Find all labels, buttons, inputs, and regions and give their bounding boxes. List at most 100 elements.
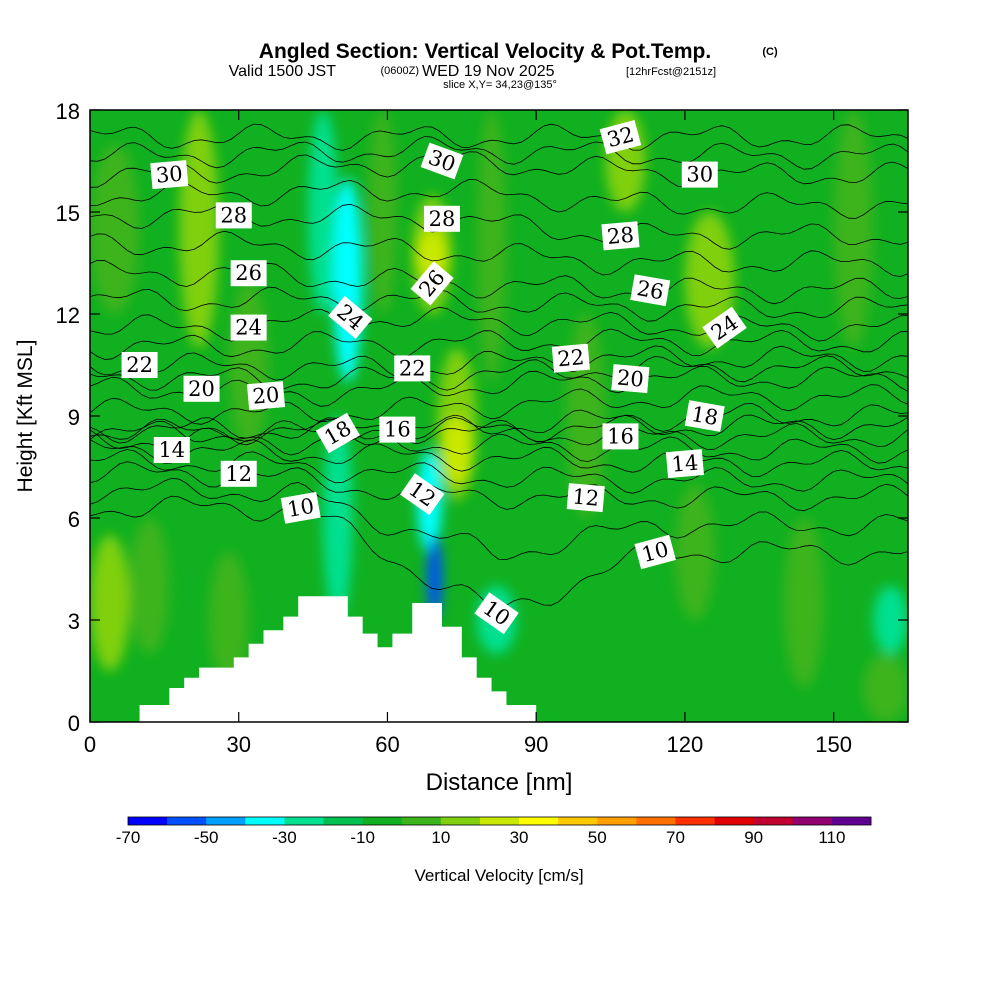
contour-label-box: [399, 473, 445, 516]
colorbar-swatch: [401, 817, 442, 825]
contour-label: 26: [630, 274, 671, 307]
velocity-region: [308, 110, 338, 314]
contour-label-box: [474, 592, 519, 635]
colorbar-swatch: [323, 817, 363, 825]
contour-label: 14: [665, 449, 704, 479]
contour-label: 26: [230, 260, 267, 287]
contour-label: 22: [394, 355, 431, 382]
velocity-region: [90, 144, 140, 314]
contour-label: 32: [599, 119, 642, 155]
contour-label-box: [702, 306, 747, 349]
colorbar-tick-label: 70: [666, 828, 685, 847]
contour-label: 18: [684, 400, 725, 432]
theta-contour-line: [90, 477, 908, 561]
velocity-region: [179, 110, 219, 348]
theta-contour-line: [90, 355, 908, 391]
colorbar-tick-label: 50: [588, 828, 607, 847]
contour-label-box: [602, 423, 639, 450]
contour-label-text: 28: [429, 207, 456, 231]
contour-label-text: 30: [686, 163, 713, 187]
contour-label: 20: [183, 375, 220, 402]
velocity-region: [833, 110, 874, 348]
slice-info: slice X,Y= 34,23@135°: [443, 79, 557, 91]
contour-label-text: 22: [126, 353, 153, 377]
colorbar-swatch: [167, 817, 207, 825]
contour-label-text: 12: [571, 484, 600, 510]
x-axis-label: Distance [nm]: [426, 769, 573, 796]
contour-label-box: [410, 261, 454, 306]
colorbar-tick-label: 90: [744, 828, 763, 847]
contour-label-text: 20: [616, 365, 645, 391]
y-tick-label: 12: [56, 303, 80, 328]
contour-label: 12: [220, 460, 257, 487]
colorbar-swatch: [636, 817, 676, 825]
colorbar-swatch: [519, 817, 559, 825]
colorbar-label: Vertical Velocity [cm/s]: [414, 866, 583, 885]
contour-label: 28: [423, 205, 460, 232]
velocity-region: [427, 535, 442, 620]
colorbar-swatch: [245, 817, 285, 825]
contour-label: 24: [230, 314, 267, 341]
contour-label-box: [420, 142, 464, 180]
contour-label-box: [230, 260, 267, 287]
colorbar-swatch: [128, 817, 168, 825]
velocity-region: [129, 518, 170, 654]
velocity-region: [784, 518, 824, 688]
contour-label-box: [328, 295, 373, 339]
contour-label-box: [551, 343, 590, 373]
theta-contour-line: [90, 384, 908, 425]
colorbar-swatch: [558, 817, 598, 825]
theta-contour-line: [90, 345, 908, 381]
theta-contour-line: [90, 136, 908, 170]
contour-label-box: [153, 437, 190, 463]
valid-time: Valid 1500 JST: [229, 63, 337, 80]
colorbar-tick-label: -10: [350, 828, 375, 847]
contour-label-text: 28: [606, 223, 635, 249]
x-axis-ticks: 0 30 60 90 120 150: [84, 110, 852, 757]
colorbar-swatch: [597, 817, 637, 825]
contour-label: 16: [379, 416, 416, 443]
velocity-region: [208, 552, 249, 688]
contour-label: 14: [153, 437, 190, 463]
contour-label-text: 10: [285, 494, 315, 522]
terrain: [90, 596, 908, 722]
contour-label-text: 16: [384, 418, 411, 442]
contour-label-box: [601, 221, 640, 251]
theta-contour-line: [90, 402, 908, 445]
contour-label-box: [230, 314, 267, 341]
contour-label-text: 22: [557, 345, 586, 371]
contour-label-box: [394, 355, 431, 382]
contour-label: 20: [246, 381, 286, 411]
y-tick-label: 0: [68, 711, 80, 736]
contour-label-text: 26: [635, 276, 665, 304]
contour-label-box: [681, 161, 718, 188]
colorbar-swatch: [753, 817, 794, 825]
contour-label: 22: [121, 352, 158, 378]
colorbar-swatch: [206, 817, 246, 825]
theta-contour-line: [90, 151, 908, 188]
y-tick-label: 3: [68, 609, 80, 634]
colorbar-tick-label: -50: [194, 828, 219, 847]
contour-label-box: [611, 364, 650, 394]
colorbar-frame: [127, 816, 872, 826]
colorbar-swatch: [362, 817, 403, 825]
contour-label: 30: [150, 160, 189, 190]
contour-label-box: [121, 352, 158, 378]
y-tick-label: 15: [56, 201, 80, 226]
contour-label: 28: [601, 221, 640, 251]
contour-label-box: [280, 491, 321, 524]
velocity-region: [367, 110, 398, 314]
theta-contour-line: [90, 123, 908, 151]
contour-label-text: 30: [155, 161, 184, 187]
contour-label-box: [566, 483, 605, 513]
colorbar-swatch: [714, 817, 754, 825]
contour-label-text: 14: [158, 438, 185, 462]
contour-label-box: [379, 416, 416, 443]
x-tick-label: 120: [667, 732, 704, 757]
colorbar-tick-label: -70: [116, 828, 141, 847]
colorbar-swatch: [284, 817, 324, 825]
velocity-region: [441, 416, 472, 484]
velocity-region: [476, 110, 507, 382]
contour-label: 22: [551, 343, 590, 373]
